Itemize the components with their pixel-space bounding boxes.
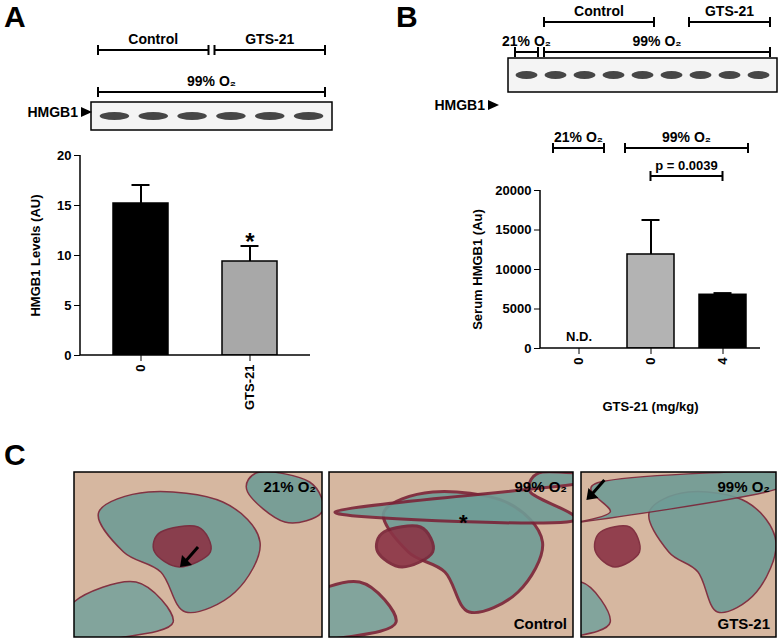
html-text:C: C — [4, 438, 26, 471]
svg-text:GTS-21: GTS-21 — [245, 31, 294, 47]
svg-text:10000: 10000 — [495, 262, 531, 277]
svg-text:Control: Control — [574, 3, 624, 19]
svg-text:Control: Control — [128, 31, 178, 47]
svg-text:GTS-21: GTS-21 — [705, 3, 754, 19]
svg-text:5000: 5000 — [503, 301, 532, 316]
svg-text:GTS-21: GTS-21 — [242, 365, 257, 411]
svg-text:0: 0 — [64, 348, 71, 363]
svg-text:GTS-21: GTS-21 — [717, 615, 770, 632]
svg-text:20000: 20000 — [495, 183, 531, 198]
svg-text:Control: Control — [514, 615, 567, 632]
html-text:A: A — [4, 0, 26, 33]
svg-text:5: 5 — [64, 298, 71, 313]
svg-text:99% O₂: 99% O₂ — [662, 129, 711, 145]
svg-text:21% O₂: 21% O₂ — [263, 478, 316, 495]
svg-text:99% O₂: 99% O₂ — [514, 478, 567, 495]
svg-text:HMGB1 Levels (AU): HMGB1 Levels (AU) — [28, 194, 43, 316]
svg-text:GTS-21 (mg/kg): GTS-21 (mg/kg) — [602, 399, 698, 414]
svg-text:*: * — [459, 510, 468, 535]
svg-text:0: 0 — [133, 365, 148, 372]
svg-text:15: 15 — [57, 198, 71, 213]
svg-text:p = 0.0039: p = 0.0039 — [655, 158, 718, 173]
svg-text:0: 0 — [524, 341, 531, 356]
svg-text:4: 4 — [715, 357, 730, 365]
svg-text:*: * — [245, 228, 255, 255]
svg-text:99% O₂: 99% O₂ — [717, 478, 770, 495]
svg-text:10: 10 — [57, 248, 71, 263]
svg-text:Serum HMGB1 (Au): Serum HMGB1 (Au) — [470, 209, 485, 330]
svg-text:0: 0 — [643, 358, 658, 365]
svg-text:20: 20 — [57, 148, 71, 163]
svg-text:21% O₂: 21% O₂ — [502, 33, 551, 49]
svg-text:N.D.: N.D. — [566, 329, 592, 344]
svg-text:0: 0 — [571, 358, 586, 365]
svg-text:99% O₂: 99% O₂ — [187, 73, 236, 89]
svg-text:99% O₂: 99% O₂ — [632, 33, 681, 49]
svg-text:HMGB1: HMGB1 — [27, 104, 78, 120]
svg-text:21% O₂: 21% O₂ — [554, 129, 603, 145]
html-text:B: B — [396, 0, 418, 33]
svg-text:15000: 15000 — [495, 222, 531, 237]
svg-text:HMGB1: HMGB1 — [434, 97, 485, 113]
